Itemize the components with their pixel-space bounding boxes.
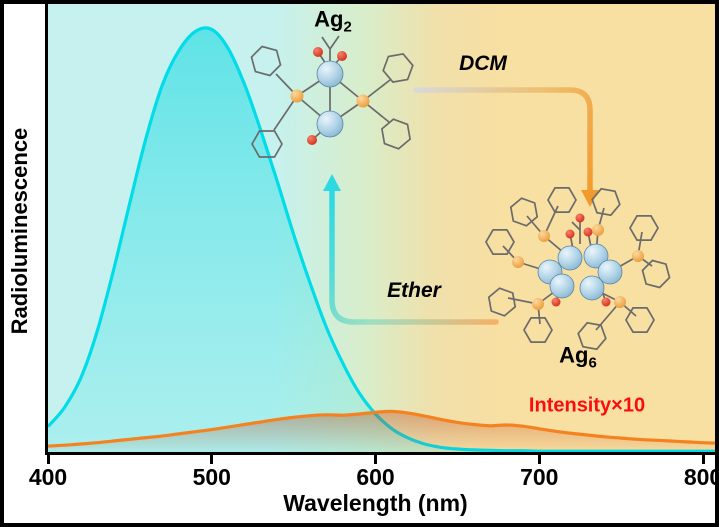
spectra-curves xyxy=(48,26,715,452)
ag2-label: Ag2 xyxy=(314,6,352,35)
spectra-plot xyxy=(48,26,715,452)
x-tick-label: 500 xyxy=(192,464,231,490)
ag2-label-text: Ag xyxy=(314,6,344,32)
x-tick-mark xyxy=(374,455,377,464)
intensity-x10-label: Intensity×10 xyxy=(528,394,646,417)
x-tick-mark xyxy=(210,455,214,464)
x-tick-mark xyxy=(46,455,50,464)
x-tick-label: 600 xyxy=(356,464,395,490)
x-tick-label: 800 xyxy=(683,464,719,490)
ag6-spectrum-curve xyxy=(48,409,715,448)
ag2-label-subscript: 2 xyxy=(343,18,352,36)
x-tick-label: 700 xyxy=(520,464,559,490)
y-axis-label: Radioluminescence xyxy=(7,127,32,335)
ag6-label: Ag6 xyxy=(559,342,597,371)
x-tick-mark xyxy=(701,455,705,464)
x-tick-mark xyxy=(537,455,541,464)
ag6-label-subscript: 6 xyxy=(588,354,597,372)
ether-solvent-label: Ether xyxy=(387,279,441,302)
plot-area xyxy=(45,4,715,455)
x-tick-label: 400 xyxy=(28,464,68,490)
x-axis-label: Wavelength (nm) xyxy=(283,490,468,516)
ag2-spectrum-area xyxy=(48,27,715,452)
dcm-solvent-label: DCM xyxy=(459,52,507,75)
ag6-label-text: Ag xyxy=(559,342,589,368)
ag6-spectrum-area xyxy=(48,411,715,452)
